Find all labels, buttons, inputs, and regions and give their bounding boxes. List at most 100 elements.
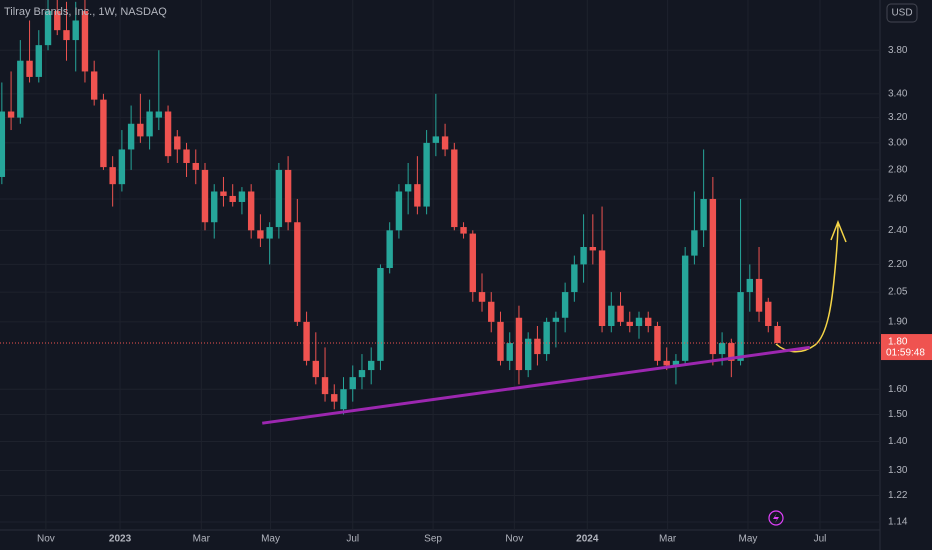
- candle-body: [118, 149, 126, 185]
- candle-body: [774, 326, 781, 344]
- candle-body: [635, 317, 643, 327]
- candle-body: [229, 195, 236, 202]
- x-tick-label: 2024: [576, 534, 599, 545]
- candle-body: [515, 317, 523, 371]
- candle-body: [368, 360, 375, 371]
- x-tick-label: Jul: [346, 534, 359, 545]
- candle-body: [7, 111, 15, 118]
- candle-body: [746, 278, 754, 293]
- candle-body: [238, 191, 246, 202]
- candle-body: [192, 162, 199, 170]
- candle-body: [100, 99, 107, 168]
- y-tick-label: 3.20: [888, 112, 908, 123]
- x-tick-label: May: [261, 534, 280, 545]
- candle-body: [460, 227, 467, 234]
- candle-body: [349, 377, 356, 390]
- candle-body: [404, 184, 412, 192]
- candle-body: [737, 292, 744, 361]
- last-price-box: [881, 334, 932, 361]
- y-tick-label: 2.40: [888, 225, 908, 236]
- candle-body: [303, 321, 310, 361]
- y-tick-label: 3.40: [888, 88, 908, 99]
- x-tick-label: Mar: [659, 534, 677, 545]
- candle-body: [284, 169, 292, 223]
- y-tick-label: 2.05: [888, 287, 908, 298]
- candle-body: [709, 198, 717, 355]
- candle-body: [506, 343, 513, 361]
- candle-body: [109, 167, 116, 185]
- y-tick-label: 3.80: [888, 45, 908, 56]
- flash-icon[interactable]: [768, 510, 784, 526]
- candle-body: [451, 149, 458, 228]
- y-tick-label: 3.00: [888, 138, 908, 149]
- candle-body: [663, 360, 670, 366]
- candle-body: [17, 60, 24, 118]
- candle-body: [617, 305, 624, 322]
- candle-body: [294, 222, 301, 322]
- x-tick-label: Jul: [814, 534, 827, 545]
- bar-countdown: 01:59:48: [886, 348, 925, 359]
- candle-body: [728, 343, 735, 361]
- candle-body: [395, 191, 403, 231]
- candle-body: [561, 292, 569, 318]
- y-tick-label: 2.20: [888, 259, 908, 270]
- candle-body: [35, 45, 42, 77]
- x-tick-label: Sep: [424, 534, 442, 545]
- last-price-label: 1.80: [888, 337, 908, 348]
- candle-body: [765, 301, 772, 327]
- candle-body: [497, 321, 504, 361]
- y-tick-label: 1.14: [888, 517, 908, 528]
- candle-body: [266, 227, 273, 239]
- candle-body: [478, 292, 486, 302]
- candle-body: [164, 111, 172, 157]
- x-tick-label: May: [739, 534, 758, 545]
- y-tick-label: 1.40: [888, 436, 908, 447]
- candle-body: [127, 123, 135, 150]
- candle-body: [534, 338, 541, 355]
- candle-body: [146, 111, 153, 137]
- candle-body: [44, 11, 52, 46]
- y-tick-label: 1.30: [888, 465, 908, 476]
- candle-body: [589, 246, 597, 251]
- candle-body: [174, 136, 181, 150]
- candle-body: [718, 343, 726, 355]
- y-tick-label: 1.50: [888, 409, 908, 420]
- candle-body: [331, 394, 338, 402]
- candle-body: [626, 321, 633, 327]
- candle-body: [247, 191, 255, 231]
- candle-body: [691, 230, 698, 256]
- x-tick-label: Mar: [193, 534, 211, 545]
- candle-body: [645, 317, 652, 327]
- candle-body: [377, 267, 384, 361]
- candle-body: [432, 136, 440, 143]
- grid: [0, 0, 880, 530]
- candle-body: [552, 317, 560, 322]
- candle-body: [63, 30, 70, 41]
- candle-body: [275, 169, 283, 228]
- candle-body: [414, 184, 421, 207]
- y-tick-label: 2.80: [888, 165, 908, 176]
- candle-body: [26, 60, 33, 77]
- candle-body: [598, 250, 606, 327]
- candle-body: [340, 389, 347, 410]
- candle-body: [54, 11, 61, 31]
- candle-body: [220, 191, 227, 196]
- candle-body: [672, 360, 680, 366]
- currency-button[interactable]: [886, 3, 918, 23]
- x-tick-label: Nov: [37, 534, 55, 545]
- candle-body: [358, 370, 366, 378]
- candles: [0, 0, 781, 415]
- candle-body: [155, 111, 163, 118]
- candle-body: [580, 246, 587, 265]
- candle-body: [211, 191, 218, 223]
- flash-icon-bolt: [773, 513, 779, 523]
- trendline: [262, 345, 811, 425]
- currency-label[interactable]: USD: [891, 8, 912, 19]
- candle-body: [137, 123, 144, 137]
- x-tick-label: Nov: [505, 534, 523, 545]
- candle-body: [423, 142, 430, 207]
- y-tick-label: 2.60: [888, 194, 908, 205]
- candle-body: [608, 305, 615, 327]
